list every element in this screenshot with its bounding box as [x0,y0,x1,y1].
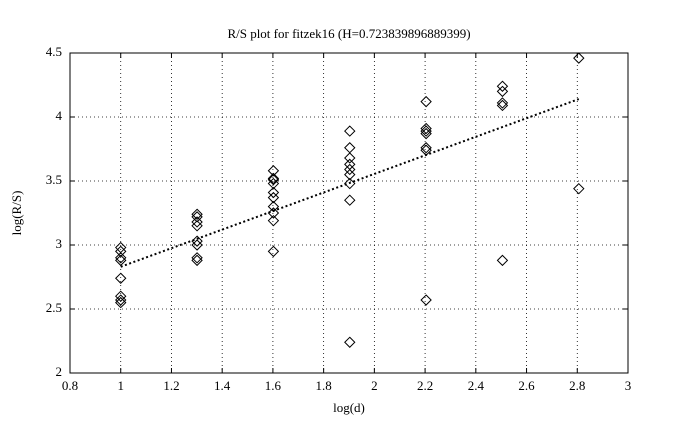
point [420,294,432,306]
point [420,95,432,108]
point [344,177,356,190]
point [267,177,280,190]
point [496,99,509,112]
y-axis-label: log(R/S) [9,191,24,236]
point [191,208,203,220]
x-tick-label: 1.6 [265,378,282,393]
x-tick-label: 1.2 [163,378,179,393]
y-tick-label: 3 [56,236,63,251]
fit-line [120,98,580,268]
chart-title: R/S plot for fitzek16 (H=0.7238398968893… [227,26,470,41]
point [115,294,127,306]
x-tick-label: 2.4 [468,378,485,393]
point [267,214,280,227]
point [496,254,509,267]
point [267,191,280,204]
point [267,245,280,258]
point [267,165,280,177]
x-tick-label: 1 [117,378,124,393]
y-tick-label: 4.5 [46,44,62,59]
x-tick-label: 3 [625,378,632,393]
point [344,168,356,181]
x-tick-label: 2.8 [569,378,585,393]
point [115,272,127,284]
y-tick-label: 3.5 [46,172,62,187]
point [496,80,509,92]
x-tick-label: 1.4 [214,378,231,393]
point [267,172,280,185]
x-tick-label: 1.8 [316,378,332,393]
point [420,125,432,137]
point [573,52,585,64]
point [496,97,509,109]
y-tick-label: 2.5 [46,300,62,315]
point [267,186,280,199]
point [115,290,127,302]
plot-frame [69,52,629,374]
point [420,127,432,140]
point [344,152,356,164]
point [191,211,203,223]
x-tick-label: 2 [371,378,378,393]
point [115,252,127,264]
point [191,254,203,267]
x-tick-label: 0.8 [62,378,78,393]
point [344,194,356,206]
x-tick-label: 2.6 [518,378,535,393]
y-tick-label: 4 [56,108,63,123]
y-tick-label: 2 [56,364,63,379]
point [344,336,356,348]
point [191,220,203,232]
point [420,122,432,135]
point [191,252,203,264]
point [344,163,356,176]
point [191,239,203,251]
point [115,245,127,258]
x-tick-label: 2.2 [417,378,433,393]
point [115,296,127,309]
point [191,216,203,228]
point [496,85,509,98]
point [344,125,356,137]
point [573,182,585,195]
x-axis-label: log(d) [333,400,365,415]
point [115,254,127,267]
point [420,142,432,154]
point [267,174,280,186]
